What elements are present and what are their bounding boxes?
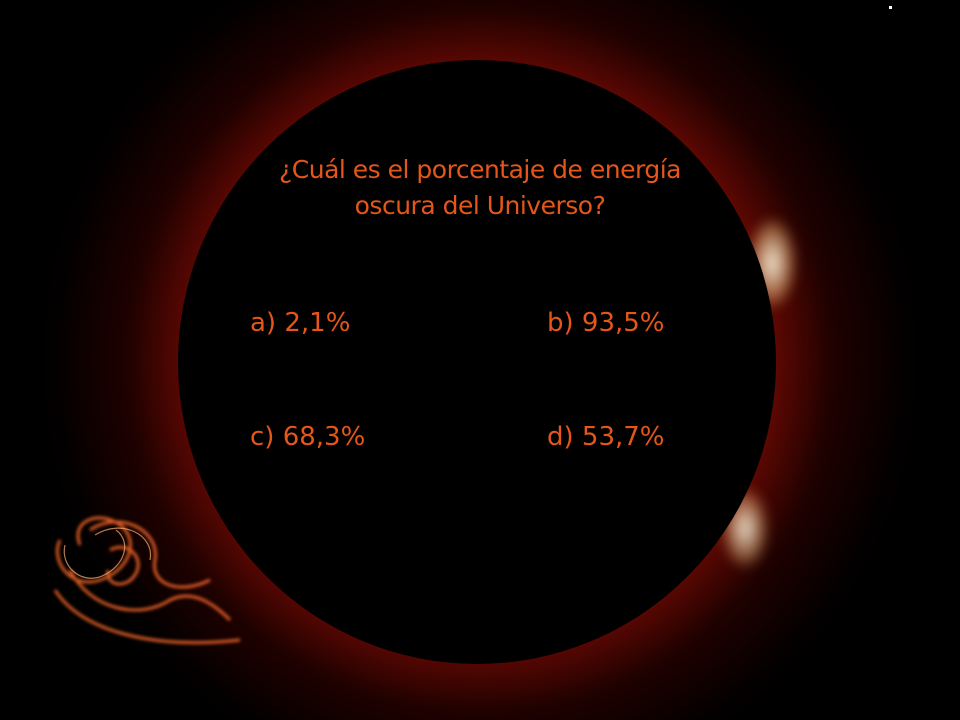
option-d[interactable]: d) 53,7% — [547, 422, 665, 452]
corner-dot — [889, 6, 892, 9]
eclipse-moon-disk — [178, 60, 776, 664]
question-text: ¿Cuál es el porcentaje de energía oscura… — [279, 155, 681, 220]
solar-prominence-image — [53, 516, 241, 644]
option-b[interactable]: b) 93,5% — [547, 308, 665, 338]
option-c[interactable]: c) 68,3% — [250, 422, 366, 452]
option-a[interactable]: a) 2,1% — [250, 308, 351, 338]
